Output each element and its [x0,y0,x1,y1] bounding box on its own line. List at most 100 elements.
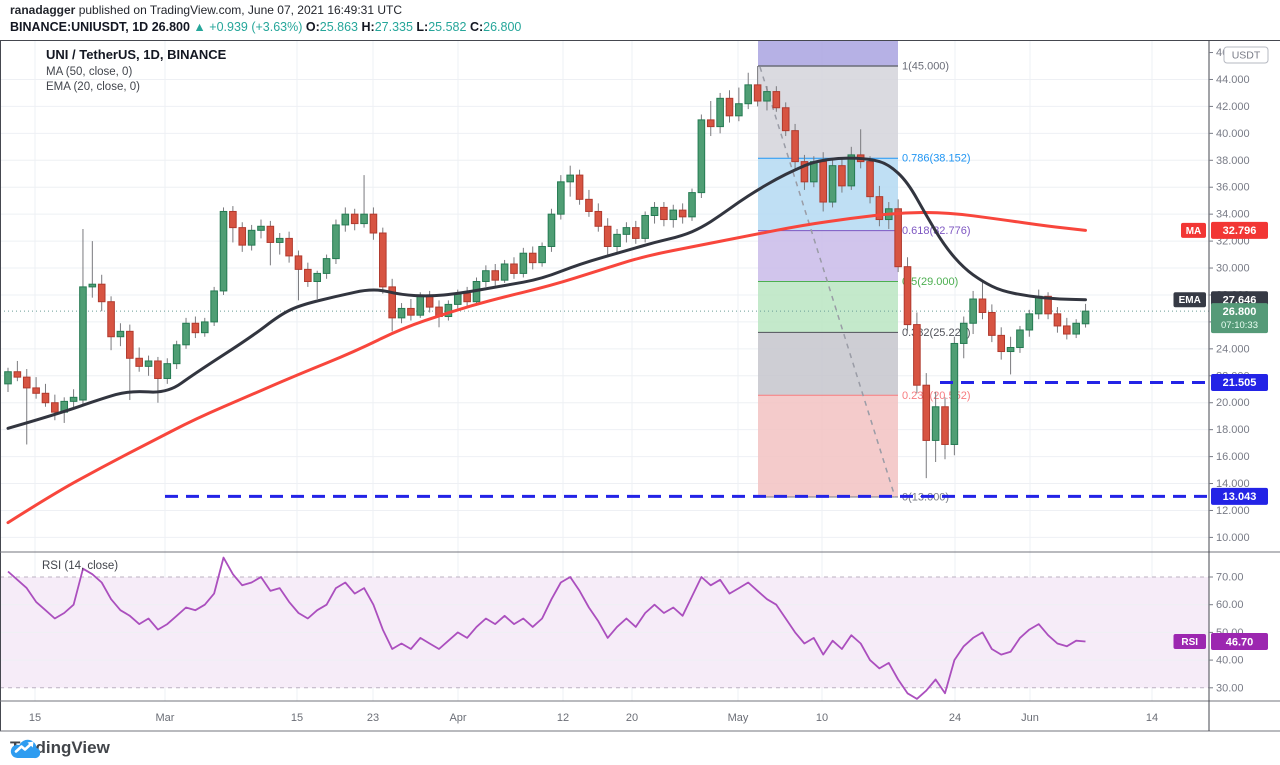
time-tick-label: 20 [626,712,638,724]
candle [922,384,931,441]
currency-badge-label: USDT [1232,50,1261,62]
candle [753,84,762,102]
candle [304,268,312,283]
fib-band [758,281,898,333]
chart-legend-title[interactable]: UNI / TetherUS, 1D, BINANCE [46,47,227,62]
candle [931,406,940,441]
fib-level-label: 0.236(20.552) [902,390,971,402]
candle [416,295,425,316]
candle [79,286,87,401]
candle [41,392,50,404]
candle [88,283,97,288]
candle [716,97,724,128]
time-tick-label: Apr [449,712,466,724]
candle [182,322,190,346]
time-tick-label: 14 [1146,712,1158,724]
candle [660,206,668,221]
support-level-badge-value: 13.043 [1223,491,1257,503]
fib-band [758,66,898,159]
support-level-badge [1211,487,1268,505]
candle [828,165,837,203]
author-name: ranadagger [10,3,76,17]
ma-value-badge [1211,221,1268,239]
time-tick-label: 23 [367,712,379,724]
price-tick-label: 20.000 [1216,397,1250,409]
candle [585,198,593,212]
symbol-summary-line: BINANCE:UNIUSDT, 1D 26.800 ▲ +0.939 (+3.… [10,20,521,34]
candle [950,342,959,445]
candle [453,293,462,305]
grid-layer [0,41,1209,701]
candle [913,324,921,386]
current-price-badge [1211,303,1268,334]
candle [369,213,378,234]
candle [791,130,799,163]
time-axis[interactable]: 15 Mar 15 23 Apr 12 20 May 10 24 Jun 14 [29,712,1158,724]
candle [210,290,218,323]
open-value: 25.863 [319,20,358,34]
ema-badge [1173,292,1206,308]
candle [866,161,874,198]
candle [650,206,659,217]
candle [772,91,781,109]
fib-level-label: 0.786(38.152) [902,153,971,165]
time-tick-label: Jun [1021,712,1039,724]
plot-layer [0,66,1209,700]
candle [969,298,977,324]
candle [229,210,237,229]
time-tick-label: 15 [291,712,303,724]
legend-ma50[interactable]: MA (50, close, 0) [46,66,133,78]
candle [491,270,500,281]
time-tick-label: 10 [816,712,828,724]
candle [669,209,678,221]
legend-rsi[interactable]: RSI (14, close) [42,560,119,572]
candle [266,225,275,243]
rsi-line [7,556,1086,700]
time-tick-label: May [728,712,749,724]
candle [978,298,987,313]
candle [257,225,265,231]
legend-ema20[interactable]: EMA (20, close, 0) [46,81,140,93]
high-label: H: [361,20,375,34]
published-text: published on TradingView.com, June 07, 2… [75,3,403,17]
candle [172,344,181,365]
close-value: 26.800 [483,20,522,34]
candle [1072,322,1080,335]
ma-badge-label: MA [1186,226,1202,237]
price-tick-label: 14.000 [1216,478,1250,490]
candle [557,181,565,215]
candle [894,208,902,268]
candle [97,283,106,303]
candle [294,255,303,270]
fib-level-label: 1(45.000) [902,61,949,73]
candle [941,406,949,445]
candle [69,396,78,402]
candle [622,227,631,235]
ma-badge [1181,222,1206,238]
candle [13,371,22,378]
candle [725,97,734,117]
candle [594,210,603,227]
candle [763,91,771,102]
candle [800,161,809,183]
candle [510,263,518,274]
price-tick-label: 44.000 [1216,74,1250,86]
candle [847,154,856,187]
time-tick-label: 12 [557,712,569,724]
ema-badge-label: EMA [1179,295,1201,306]
symbol-name: BINANCE:UNIUSDT, 1D [10,20,149,34]
price-tick-label: 10.000 [1216,532,1250,544]
candle [4,371,12,385]
candle [997,334,1006,353]
candle [1016,329,1024,348]
time-tick-label: 24 [949,712,961,724]
candle [379,232,387,288]
candle [51,402,59,413]
price-tick-label: 36.000 [1216,182,1250,194]
candle [566,174,575,183]
candle [144,360,153,367]
tradingview-logo[interactable]: TradingView [10,738,110,759]
